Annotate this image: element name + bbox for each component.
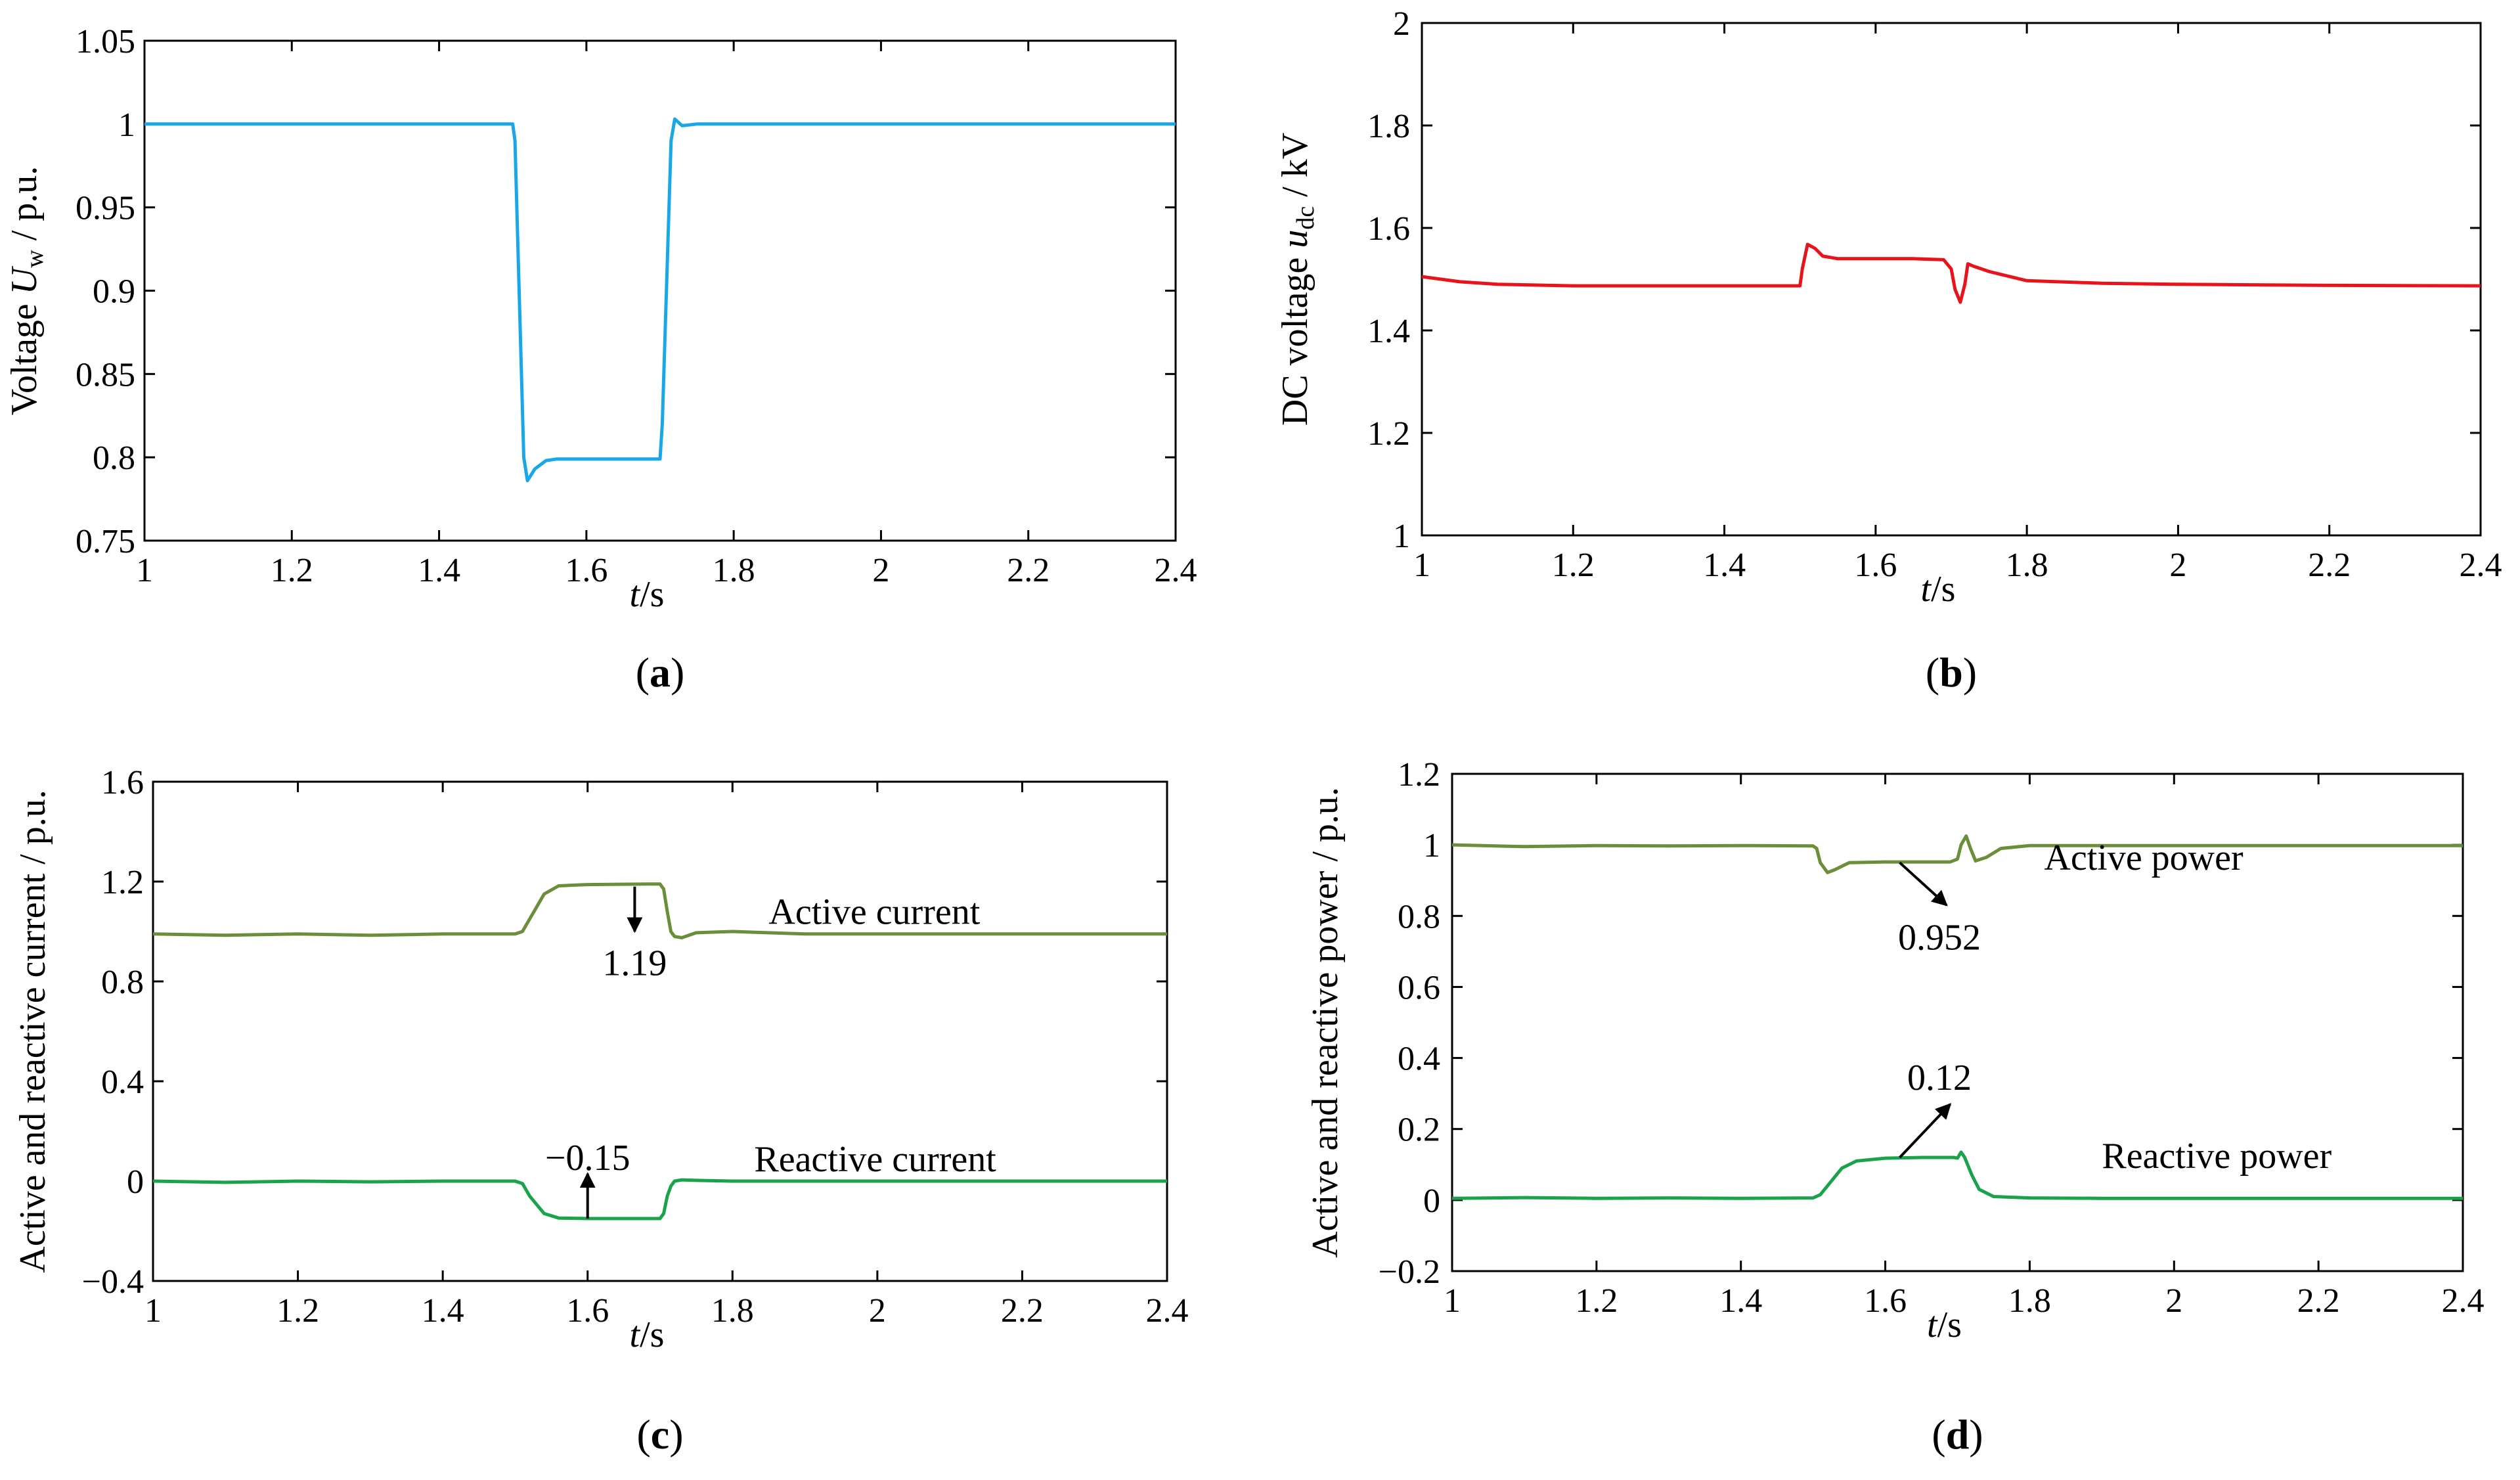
y-axis-label: DC voltage udc / kV: [1275, 133, 1319, 426]
x-axis-label: t/s: [630, 574, 665, 615]
panel-label: (c): [636, 1411, 683, 1458]
chart-panel-d: 1 1.2 1.4 1.6 1.8 2 2.2 2.4 −0.2 0 0.2 0.4 0.6 0.8 1 1.…: [1305, 756, 2485, 1458]
x-axis-label: t/s: [1921, 569, 1956, 610]
x-tick-label: 1.4: [1703, 547, 1746, 584]
annotation-label: Reactive current: [754, 1139, 996, 1180]
plot-frame: [143, 39, 1177, 542]
annotation-label: Active power: [2044, 838, 2244, 878]
plot-frame: [1451, 773, 2464, 1272]
plot-frame: [152, 780, 1168, 1282]
annotation-label: Active current: [768, 892, 980, 933]
y-tick-label: 1.6: [101, 764, 144, 801]
x-tick-label: 2.4: [2460, 547, 2502, 584]
y-tick-label: −0.2: [1379, 1253, 1440, 1291]
y-tick-label: −0.4: [82, 1263, 144, 1301]
series-line-active-power: [1451, 834, 2463, 874]
series-line-uw: [144, 117, 1176, 483]
x-tick-label: 1.2: [276, 1292, 319, 1330]
x-axis-label: t/s: [1927, 1305, 1962, 1345]
chart-panel-c: 1 1.2 1.4 1.6 1.8 2 2.2 2.4 −0.4 0 0.4 0.8 1.2 1.6 t/s…: [12, 764, 1189, 1458]
x-tick-label: 1.8: [713, 552, 755, 589]
annotation-label: −0.15: [545, 1138, 630, 1178]
y-tick-label: 0.85: [76, 356, 135, 393]
annotation-arrow: [1899, 1103, 1952, 1159]
y-axis-label: Active and reactive power / p.u.: [1305, 787, 1346, 1258]
y-tick-label: 1.2: [1367, 415, 1410, 453]
y-tick-label: 1.4: [1367, 313, 1410, 350]
annotation-label: 1.19: [602, 943, 667, 984]
y-tick-label: 0.75: [76, 523, 135, 560]
y-tick-label: 1: [1393, 518, 1410, 555]
plot-frame: [1421, 22, 2482, 537]
panel-label: (d): [1932, 1411, 1983, 1458]
x-tick-label: 1.6: [566, 1292, 609, 1330]
y-tick-label: 0.4: [1398, 1041, 1440, 1078]
chart-panel-b: 1 1.2 1.4 1.6 1.8 2 2.2 2.4 1 1.2 1.4 1.6 1.8 2 t/s DC …: [1275, 5, 2502, 696]
y-tick-label: 0.8: [101, 964, 144, 1001]
chart-panel-a: 1 1.2 1.4 1.6 1.8 2 2.2 2.4 0.75 0.8 0.85 0.9 0.95 1 1…: [4, 23, 1197, 696]
x-tick-label: 2.2: [2308, 547, 2351, 584]
x-tick-label: 2.4: [1146, 1292, 1189, 1330]
x-tick-label: 2.4: [1155, 552, 1197, 589]
y-tick-label: 0.8: [93, 439, 135, 477]
panel-label: (a): [636, 649, 685, 696]
x-tick-label: 1.8: [2006, 547, 2048, 584]
y-tick-label: 1.05: [76, 23, 135, 60]
y-tick-label: 1.8: [1367, 108, 1410, 145]
y-axis-label: Active and reactive current / p.u.: [12, 790, 53, 1272]
series-line-reactive-power: [1451, 1150, 2463, 1200]
x-tick-label: 2.2: [1001, 1292, 1044, 1330]
annotation-arrow: [1899, 861, 1948, 907]
x-tick-label: 1.6: [1864, 1282, 1907, 1320]
x-tick-label: 2: [872, 552, 889, 589]
y-tick-label: 0: [1423, 1182, 1440, 1220]
y-tick-label: 1: [118, 106, 135, 144]
x-tick-label: 2: [2169, 547, 2186, 584]
series-line-active-current: [152, 882, 1167, 939]
x-tick-label: 1.4: [422, 1292, 464, 1330]
x-tick-label: 1: [136, 552, 153, 589]
x-tick-label: 1.4: [418, 552, 460, 589]
y-tick-label: 0.6: [1398, 969, 1440, 1006]
annotation-label: 0.12: [1907, 1058, 1972, 1098]
y-tick-label: 0: [127, 1163, 144, 1201]
x-tick-label: 1: [1444, 1282, 1461, 1320]
y-tick-label: 0.8: [1398, 898, 1440, 935]
y-tick-label: 0.4: [101, 1064, 144, 1101]
x-tick-label: 1.2: [1552, 547, 1595, 584]
y-tick-label: 1.2: [101, 864, 144, 901]
series-line-reactive-current: [152, 1178, 1167, 1221]
y-tick-label: 2: [1393, 5, 1410, 43]
x-axis-label: t/s: [630, 1314, 665, 1355]
y-tick-label: 1.2: [1398, 756, 1440, 794]
y-tick-label: 0.9: [93, 273, 135, 311]
x-tick-label: 1.2: [271, 552, 313, 589]
y-tick-label: 0.95: [76, 190, 135, 227]
panel-label: (b): [1926, 649, 1977, 696]
x-tick-label: 1: [144, 1292, 162, 1330]
x-tick-label: 2: [869, 1292, 886, 1330]
y-tick-label: 1.6: [1367, 210, 1410, 248]
x-tick-label: 2.4: [2442, 1282, 2485, 1320]
x-tick-label: 1.4: [1719, 1282, 1762, 1320]
x-tick-label: 1.2: [1575, 1282, 1618, 1320]
x-tick-label: 2.2: [1007, 552, 1050, 589]
y-axis-label: Voltage Uw / p.u.: [4, 166, 49, 416]
x-tick-label: 1.8: [711, 1292, 754, 1330]
y-tick-label: 0.2: [1398, 1111, 1440, 1149]
annotation-label: Reactive power: [2102, 1136, 2332, 1177]
x-tick-label: 1.6: [1854, 547, 1897, 584]
y-tick-label: 1: [1423, 827, 1440, 864]
x-tick-label: 1.6: [565, 552, 608, 589]
x-tick-label: 1: [1413, 547, 1430, 584]
x-tick-label: 2.2: [2297, 1282, 2340, 1320]
x-tick-label: 1.8: [2008, 1282, 2051, 1320]
x-tick-label: 2: [2165, 1282, 2182, 1320]
series-line-udc: [1421, 242, 2481, 304]
annotation-label: 0.952: [1898, 918, 1981, 958]
